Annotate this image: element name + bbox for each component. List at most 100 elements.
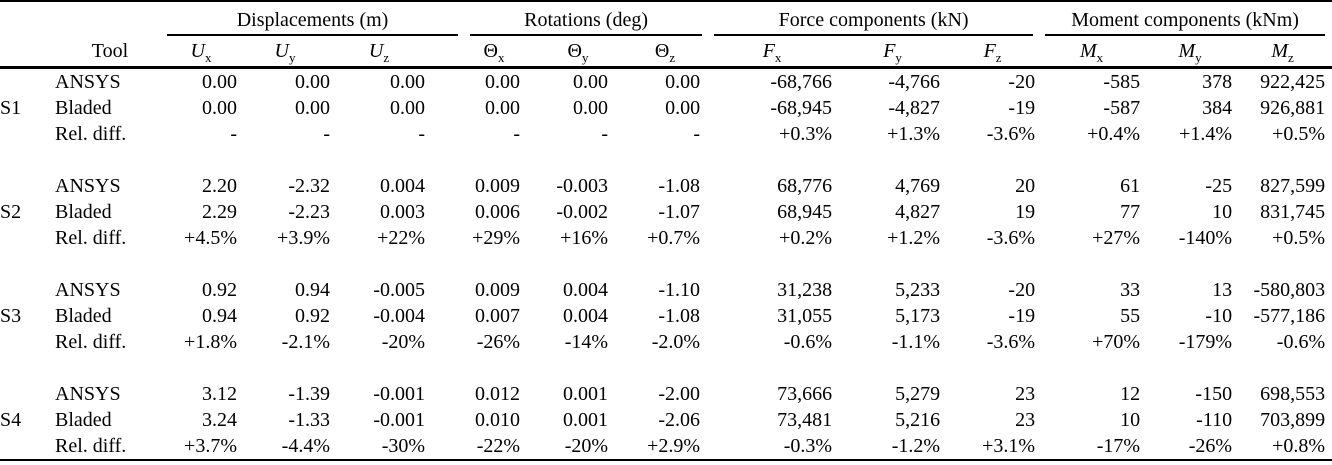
value-cell: -2.00 (658, 382, 701, 405)
value-cell: 0.00 (202, 96, 237, 119)
value-cell: +29% (472, 226, 521, 249)
value-cell: 378 (1202, 70, 1233, 93)
value-cell: 698,553 (1260, 382, 1326, 405)
col-group-rotations: Rotations (deg) (468, 1, 712, 36)
value-cell: -2.1% (281, 330, 330, 353)
tool-cell: Bladed (55, 200, 112, 223)
table-row-s4-1: ANSYS 3.12 -1.39 -0.001 0.012 0.001 -2.00 73,66… (0, 381, 1332, 407)
value-cell: -1.08 (658, 174, 701, 197)
tool-cell: Rel. diff. (55, 226, 127, 249)
value-cell: +3.7% (184, 434, 237, 457)
value-cell: 3.24 (202, 408, 237, 431)
value-cell: +0.3% (779, 122, 833, 145)
group-spacer-row (0, 147, 1332, 173)
value-cell: -580,803 (1253, 278, 1326, 301)
value-cell: -1.1% (891, 330, 941, 353)
value-cell: 61 (1120, 174, 1141, 197)
tool-column-header: Tool (91, 39, 129, 62)
col-header-u-y: Uy (274, 39, 296, 65)
group-spacer-row (0, 355, 1332, 381)
value-cell: - (418, 122, 426, 145)
value-cell: -20% (381, 330, 426, 353)
value-cell: -14% (564, 330, 609, 353)
value-cell: -585 (1103, 70, 1141, 93)
table-row-s3-2: S3 Bladed 0.94 0.92 -0.004 0.007 0.004 -1.08 31,… (0, 303, 1332, 329)
value-cell: +1.2% (887, 226, 941, 249)
value-cell: +0.7% (647, 226, 701, 249)
value-cell: 0.00 (665, 96, 701, 119)
section-label-cell (0, 329, 55, 355)
value-cell: -20% (564, 434, 609, 457)
value-cell: 0.010 (475, 408, 521, 431)
value-cell: -19 (1008, 304, 1036, 327)
value-cell: +0.5% (1272, 226, 1326, 249)
value-cell: 4,827 (895, 200, 941, 223)
col-group-forces: Force components (kN) (712, 1, 1043, 36)
group-spacer-cell (0, 355, 1332, 381)
value-cell: -10 (1205, 304, 1233, 327)
value-cell: 0.92 (295, 304, 330, 327)
table-row-s4-2: S4 Bladed 3.24 -1.33 -0.001 0.010 0.001 -2.06 73… (0, 407, 1332, 433)
value-cell: - (230, 122, 237, 145)
value-cell: 5,279 (895, 382, 941, 405)
value-cell: 0.004 (380, 174, 426, 197)
value-cell: -587 (1103, 96, 1141, 119)
value-cell: +2.9% (647, 434, 701, 457)
value-cell: -17% (1096, 434, 1141, 457)
col-header-theta-y: Θy (567, 39, 589, 65)
value-cell: 0.00 (573, 96, 609, 119)
col-group-moments-label: Moment components (kNm) (1045, 8, 1326, 36)
value-cell: -0.005 (373, 278, 426, 301)
col-header-u-x: Ux (190, 39, 212, 65)
value-cell: -179% (1178, 330, 1233, 353)
col-header-m-y: My (1178, 39, 1202, 65)
table-row-s1-1: ANSYS 0.00 0.00 0.00 0.00 0.00 0.00 -68,766 -4,7… (0, 68, 1332, 96)
value-cell: -140% (1178, 226, 1233, 249)
section-label-cell (0, 121, 55, 147)
value-cell: +0.8% (1272, 434, 1326, 457)
value-cell: -68,766 (770, 70, 833, 93)
value-cell: -1.33 (288, 408, 330, 431)
col-group-displacements: Displacements (m) (165, 1, 468, 36)
tool-cell: Bladed (55, 408, 112, 431)
value-cell: 0.00 (665, 70, 701, 93)
col-header-theta-z: Θz (654, 39, 676, 65)
value-cell: 922,425 (1260, 70, 1326, 93)
group-spacer-cell (0, 147, 1332, 173)
value-cell: -1.39 (288, 382, 330, 405)
section-label-cell: S1 (0, 96, 22, 119)
value-cell: 5,173 (895, 304, 941, 327)
section-label-cell (0, 277, 55, 303)
col-group-displacements-label: Displacements (m) (167, 8, 459, 36)
col-header-m-z: Mz (1271, 39, 1294, 65)
value-cell: +0.2% (779, 226, 833, 249)
value-cell: 0.009 (475, 174, 521, 197)
tool-cell: Bladed (55, 304, 112, 327)
value-cell: 0.001 (563, 382, 609, 405)
tool-cell: Rel. diff. (55, 330, 127, 353)
col-header-m-x: Mx (1079, 39, 1104, 65)
value-cell: 0.00 (573, 70, 609, 93)
value-cell: -0.004 (373, 304, 426, 327)
group-spacer-cell (0, 251, 1332, 277)
table-row-s1-3: Rel. diff. - - - - - - +0.3% +1.3% -3.6% +0.4% +1.4… (0, 121, 1332, 147)
value-cell: -20 (1008, 70, 1036, 93)
value-cell: 68,776 (777, 174, 833, 197)
value-cell: +1.3% (887, 122, 941, 145)
value-cell: 2.20 (202, 174, 237, 197)
value-cell: 31,238 (777, 278, 833, 301)
value-cell: 23 (1015, 382, 1036, 405)
value-cell: 0.00 (390, 70, 426, 93)
value-cell: 0.004 (563, 278, 609, 301)
value-cell: 0.00 (295, 96, 330, 119)
value-cell: 0.00 (485, 96, 521, 119)
value-cell: +16% (560, 226, 609, 249)
value-cell: 0.00 (295, 70, 330, 93)
value-cell: 10 (1120, 408, 1141, 431)
value-cell: -2.06 (658, 408, 701, 431)
table-row-s1-2: S1 Bladed 0.00 0.00 0.00 0.00 0.00 0.00 -68,945 -… (0, 95, 1332, 121)
value-cell: 831,745 (1260, 200, 1326, 223)
value-cell: - (601, 122, 609, 145)
